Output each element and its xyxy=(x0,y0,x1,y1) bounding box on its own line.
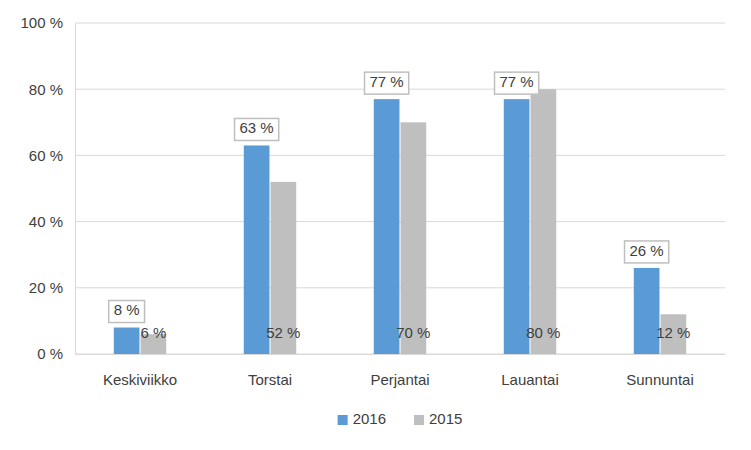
legend-item: 2015 xyxy=(414,410,462,427)
data-label: 26 % xyxy=(630,242,664,259)
bar xyxy=(504,99,530,354)
legend-swatch xyxy=(414,415,424,425)
x-tick-label: Torstai xyxy=(248,371,292,388)
data-label: 8 % xyxy=(114,301,140,318)
plot: 0 % 20 % 40 % 60 % 80 % 100 % Keskiviikko Torst… xyxy=(20,14,725,387)
y-tick-label: 100 % xyxy=(20,14,63,31)
data-label: 63 % xyxy=(240,119,274,136)
bar xyxy=(374,99,400,354)
legend: 2016 2015 xyxy=(338,410,463,427)
data-label: 80 % xyxy=(526,324,560,341)
chart: 0 % 20 % 40 % 60 % 80 % 100 % Keskiviikko Torst… xyxy=(0,0,751,450)
y-tick: 60 % xyxy=(29,147,75,164)
axis-line xyxy=(76,354,726,355)
data-label-box xyxy=(625,241,669,263)
bar xyxy=(114,328,140,354)
data-labels: 8 % 63 % 77 % 77 % 26 % 6 % 52 % 70 % 80 % 12 % xyxy=(109,72,691,341)
x-tick: Torstai xyxy=(248,371,292,388)
grid xyxy=(75,23,725,354)
y-tick-label: 20 % xyxy=(29,279,63,296)
bar xyxy=(531,89,557,354)
y-tick-label: 0 % xyxy=(37,345,63,362)
axis-line xyxy=(75,24,76,355)
y-tick: 40 % xyxy=(29,213,75,230)
y-tick: 100 % xyxy=(20,14,75,31)
legend-label: 2015 xyxy=(429,410,462,427)
bar xyxy=(401,122,427,354)
grid-line xyxy=(75,287,725,288)
bars xyxy=(114,89,686,354)
data-label: 77 % xyxy=(370,73,404,90)
x-axis: Keskiviikko Torstai Perjantai Lauantai Sunnu… xyxy=(76,355,726,388)
x-tick: Keskiviikko xyxy=(103,371,177,388)
bar xyxy=(244,145,270,354)
data-label: 6 % xyxy=(140,324,166,341)
data-label-box xyxy=(235,118,279,140)
legend-label: 2016 xyxy=(353,410,386,427)
x-tick-label: Lauantai xyxy=(501,371,559,388)
data-label-box xyxy=(109,301,145,323)
legend-item: 2016 xyxy=(338,410,386,427)
x-tick-label: Keskiviikko xyxy=(103,371,177,388)
grid-line xyxy=(75,354,725,355)
x-tick-label: Sunnuntai xyxy=(626,371,694,388)
grid-line xyxy=(75,23,725,24)
data-label-box xyxy=(365,72,409,94)
y-tick-label: 60 % xyxy=(29,147,63,164)
x-tick: Perjantai xyxy=(370,371,429,388)
y-tick: 0 % xyxy=(37,345,75,362)
x-tick: Lauantai xyxy=(501,371,559,388)
grid-line xyxy=(75,155,725,156)
y-tick-label: 80 % xyxy=(29,81,63,98)
data-label: 52 % xyxy=(266,324,300,341)
x-tick-label: Perjantai xyxy=(370,371,429,388)
legend-swatch xyxy=(338,415,348,425)
data-label-box xyxy=(495,72,539,94)
bar xyxy=(634,268,660,354)
y-tick: 20 % xyxy=(29,279,75,296)
grid-line xyxy=(75,221,725,222)
y-tick-label: 40 % xyxy=(29,213,63,230)
data-label: 70 % xyxy=(396,324,430,341)
x-tick: Sunnuntai xyxy=(626,371,694,388)
y-tick: 80 % xyxy=(29,81,75,98)
data-label: 12 % xyxy=(656,324,690,341)
y-axis: 0 % 20 % 40 % 60 % 80 % 100 % xyxy=(20,14,75,362)
data-label: 77 % xyxy=(500,73,534,90)
